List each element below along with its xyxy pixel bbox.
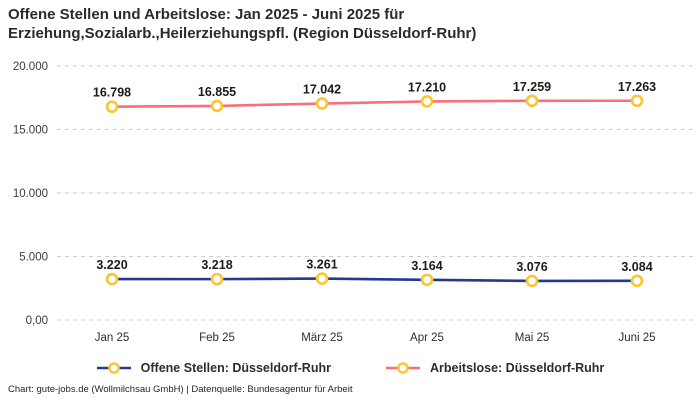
data-point-label: 16.855	[198, 85, 236, 99]
x-axis-tick-label: Feb 25	[199, 332, 235, 344]
series-line	[110, 99, 639, 108]
chart-title-line2: Erziehung,Sozialarb.,Heilerziehungspfl. …	[8, 25, 477, 42]
y-axis-tick-label: 10.000	[13, 188, 48, 200]
legend-label-arbeitslose: Arbeitslose: Düsseldorf-Ruhr	[429, 361, 605, 375]
data-point-label: 3.164	[411, 259, 442, 273]
data-point-label: 3.218	[201, 258, 232, 272]
data-point-marker	[630, 94, 644, 108]
y-axis-tick-label: 20.000	[13, 61, 48, 73]
legend-marker-dot	[107, 362, 120, 374]
chart-title: Offene Stellen und Arbeitslose: Jan 2025…	[8, 5, 568, 43]
x-axis-tick-label: Juni 25	[618, 332, 655, 344]
legend-label-offene-stellen: Offene Stellen: Düsseldorf-Ruhr	[140, 361, 331, 375]
legend-item-offene-stellen[interactable]: Offene Stellen: Düsseldorf-Ruhr	[96, 361, 331, 375]
data-point-marker	[630, 274, 644, 288]
y-axis-tick-label: 5.000	[19, 252, 48, 264]
data-point-marker	[420, 273, 434, 287]
data-point-label: 17.042	[303, 83, 341, 97]
data-point-label: 3.076	[516, 260, 547, 274]
series-line	[110, 277, 639, 283]
chart-title-line1: Offene Stellen und Arbeitslose: Jan 2025…	[8, 6, 405, 23]
x-axis-tick-label: Jan 25	[95, 332, 130, 344]
data-point-label: 3.084	[621, 260, 652, 274]
data-point-label: 3.220	[96, 258, 127, 272]
attribution-text: Chart: gute-jobs.de (Wollmilchsau GmbH) …	[8, 384, 353, 395]
data-point-marker	[105, 272, 119, 286]
data-point-marker	[420, 95, 434, 108]
line-marker-icon	[385, 362, 420, 374]
data-point-label: 16.798	[93, 86, 131, 100]
x-axis-tick-label: Apr 25	[410, 332, 444, 344]
data-point-label: 3.261	[306, 258, 337, 272]
data-point-marker	[315, 97, 329, 110]
data-point-label: 17.210	[408, 80, 446, 94]
x-axis-tick-label: März 25	[301, 332, 343, 344]
data-point-marker	[315, 272, 329, 285]
data-point-marker	[210, 99, 224, 113]
legend-marker-dot	[397, 362, 409, 374]
x-axis-tick-label: Mai 25	[515, 332, 550, 344]
line-marker-icon	[96, 362, 131, 374]
y-axis-tick-label: 15.000	[13, 125, 48, 137]
data-point-marker	[525, 274, 539, 288]
data-point-marker	[105, 100, 119, 113]
legend: Offene Stellen: Düsseldorf-Ruhr Arbeitsl…	[0, 358, 700, 378]
data-point-marker	[525, 94, 539, 108]
y-axis-tick-label: 0,00	[26, 315, 48, 327]
data-point-marker	[210, 272, 224, 286]
legend-item-arbeitslose[interactable]: Arbeitslose: Düsseldorf-Ruhr	[385, 361, 604, 375]
data-point-label: 17.259	[513, 80, 551, 94]
data-point-label: 17.263	[618, 80, 656, 94]
